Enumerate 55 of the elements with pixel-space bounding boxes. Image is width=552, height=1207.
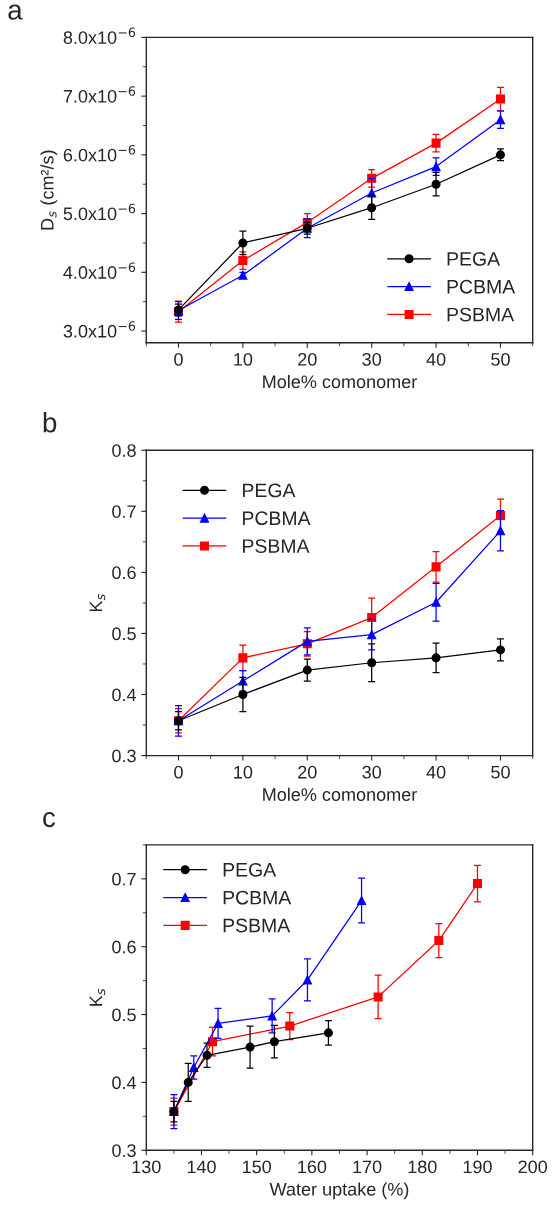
y-tick-label: 0.8: [112, 444, 136, 457]
y-tick-label: 0.6: [112, 940, 136, 954]
x-tick-label: 0: [174, 765, 183, 779]
x-axis-title: Mole% comonomer: [263, 374, 417, 389]
y-tick-label: 7.0x10$^{−6}$: [63, 86, 136, 103]
legend-label: PSBMA: [223, 918, 291, 933]
y-tick-label: 8.0x10$^{−6}$: [63, 27, 136, 44]
x-tick-label: 40: [426, 765, 446, 779]
x-axis-title: Mole% comonomer: [263, 787, 417, 801]
legend-label: PSBMA: [243, 539, 310, 553]
x-tick-label: 170: [353, 1160, 382, 1174]
x-tick-label: 20: [298, 765, 317, 779]
x-tick-label: 50: [491, 765, 510, 779]
legend-label: PEGA: [447, 251, 501, 266]
legend-label: PEGA: [243, 483, 296, 498]
x-tick-label: 50: [491, 352, 510, 366]
x-tick-label: 40: [426, 352, 446, 366]
legend-label: PCBMA: [223, 890, 292, 905]
y-tick-label: 0.5: [112, 1008, 136, 1022]
x-tick-label: 30: [362, 352, 382, 366]
x-tick-label: 10: [234, 765, 253, 779]
x-tick-label: 200: [518, 1160, 548, 1174]
chart-title: a: [8, 4, 23, 20]
y-tick-label: 4.0x10$^{−6}$: [63, 262, 136, 279]
legend-label: PEGA: [223, 862, 277, 877]
y-tick-label: 0.7: [112, 505, 136, 519]
x-tick-label: 20: [298, 352, 317, 366]
legend-label: PCBMA: [447, 279, 516, 294]
y-axis-title: K$_{s}$: [89, 594, 106, 612]
legend-label: PCBMA: [243, 511, 311, 526]
x-tick-label: 130: [132, 1160, 161, 1174]
x-tick-label: 140: [187, 1160, 216, 1174]
x-tick-label: 10: [234, 352, 253, 366]
x-tick-label: 190: [463, 1160, 492, 1174]
x-tick-label: 160: [298, 1160, 327, 1174]
y-tick-label: 5.0x10$^{−6}$: [63, 203, 136, 221]
chart-title: c: [43, 811, 56, 828]
y-tick-label: 0.3: [112, 749, 136, 763]
y-axis-title: K$_{s}$: [89, 988, 106, 1006]
y-tick-label: 0.4: [112, 1076, 137, 1090]
y-tick-label: 0.3: [112, 1144, 136, 1157]
chart-title: b: [43, 412, 57, 433]
y-tick-label: 0.7: [112, 872, 136, 886]
y-axis-title: D$_{s}$ (cm²/s): [40, 150, 58, 230]
x-tick-label: 180: [408, 1160, 437, 1174]
legend-label: PSBMA: [447, 307, 515, 322]
y-tick-label: 0.6: [112, 566, 136, 580]
y-tick-label: 6.0x10$^{−6}$: [63, 144, 136, 162]
x-tick-label: 150: [243, 1160, 272, 1174]
x-tick-label: 30: [362, 765, 382, 779]
y-tick-label: 0.5: [112, 627, 136, 641]
y-tick-label: 3.0x10$^{−6}$: [63, 321, 136, 338]
x-axis-title: Water uptake (%): [269, 1182, 409, 1200]
y-tick-label: 0.4: [112, 688, 137, 702]
x-tick-label: 0: [174, 352, 183, 366]
